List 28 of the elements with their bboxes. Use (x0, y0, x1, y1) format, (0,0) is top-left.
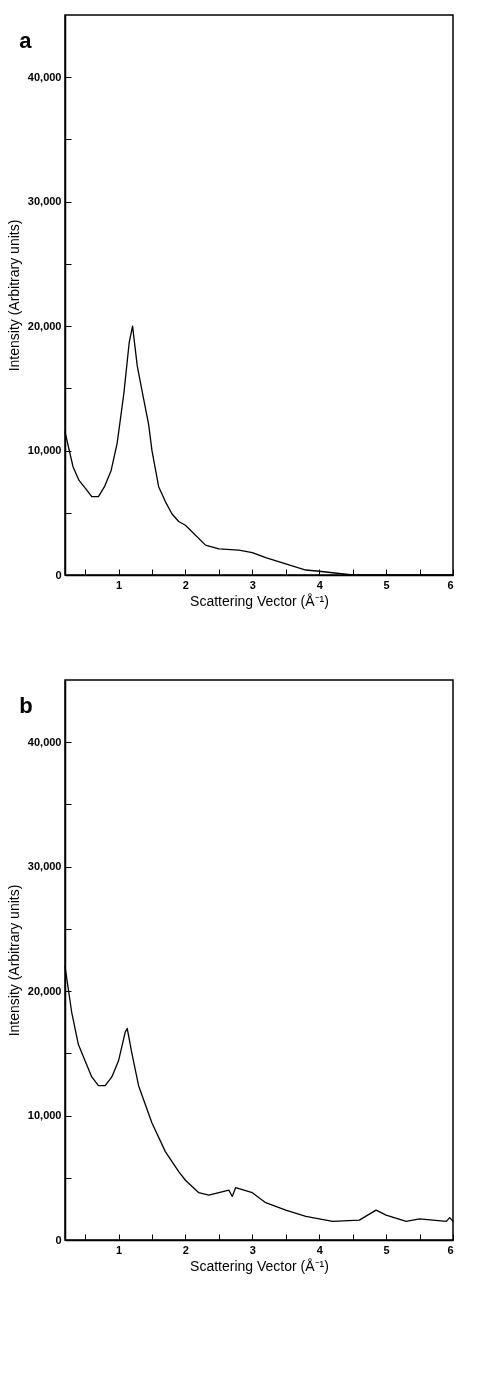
y-tick-label: 30,000 (27, 195, 62, 208)
x-tick-label: 1 (115, 578, 123, 591)
x-tick-label: 3 (249, 578, 256, 591)
y-tick-label: 0 (55, 1233, 62, 1246)
y-tick-label: 0 (55, 568, 62, 581)
text: a (19, 28, 33, 53)
y-tick-label: 20,000 (27, 319, 62, 332)
x-tick-label: 6 (447, 578, 454, 591)
x-tick-label: 1 (115, 1243, 123, 1256)
y-tick-label: 10,000 (27, 444, 62, 457)
x-tick-label: 2 (182, 578, 189, 591)
x-tick-label: 3 (249, 1243, 256, 1256)
y-tick-label: 40,000 (27, 70, 62, 83)
y-tick-label: 10,000 (27, 1109, 62, 1122)
x-tick-label: 2 (182, 1243, 189, 1256)
x-tick-label: 6 (447, 1243, 454, 1256)
text: b (19, 693, 33, 718)
y-axis-title: Intensity (Arbitrary units) (5, 884, 22, 1037)
x-tick-label: 4 (316, 1243, 324, 1256)
y-tick-label: 30,000 (27, 860, 62, 873)
y-axis-title: Intensity (Arbitrary units) (5, 219, 22, 372)
x-tick-label: 5 (383, 1243, 390, 1256)
y-tick-label: 40,000 (27, 735, 62, 748)
y-tick-label: 20,000 (27, 984, 62, 997)
x-axis-title: Scattering Vector (Å⁻¹) (190, 592, 329, 609)
x-tick-label: 4 (316, 578, 324, 591)
x-axis-title: Scattering Vector (Å⁻¹) (190, 1257, 329, 1274)
x-tick-label: 5 (383, 578, 390, 591)
